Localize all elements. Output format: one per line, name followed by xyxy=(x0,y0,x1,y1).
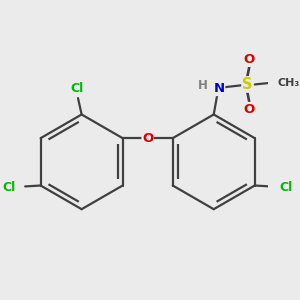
Text: Cl: Cl xyxy=(279,181,292,194)
Text: O: O xyxy=(244,103,255,116)
Text: O: O xyxy=(142,132,153,145)
Text: Cl: Cl xyxy=(3,181,16,194)
Text: H: H xyxy=(198,79,208,92)
Text: CH₃: CH₃ xyxy=(278,78,300,88)
Text: N: N xyxy=(214,82,225,95)
Text: Cl: Cl xyxy=(70,82,84,95)
Text: O: O xyxy=(244,53,255,66)
Text: S: S xyxy=(242,77,253,92)
